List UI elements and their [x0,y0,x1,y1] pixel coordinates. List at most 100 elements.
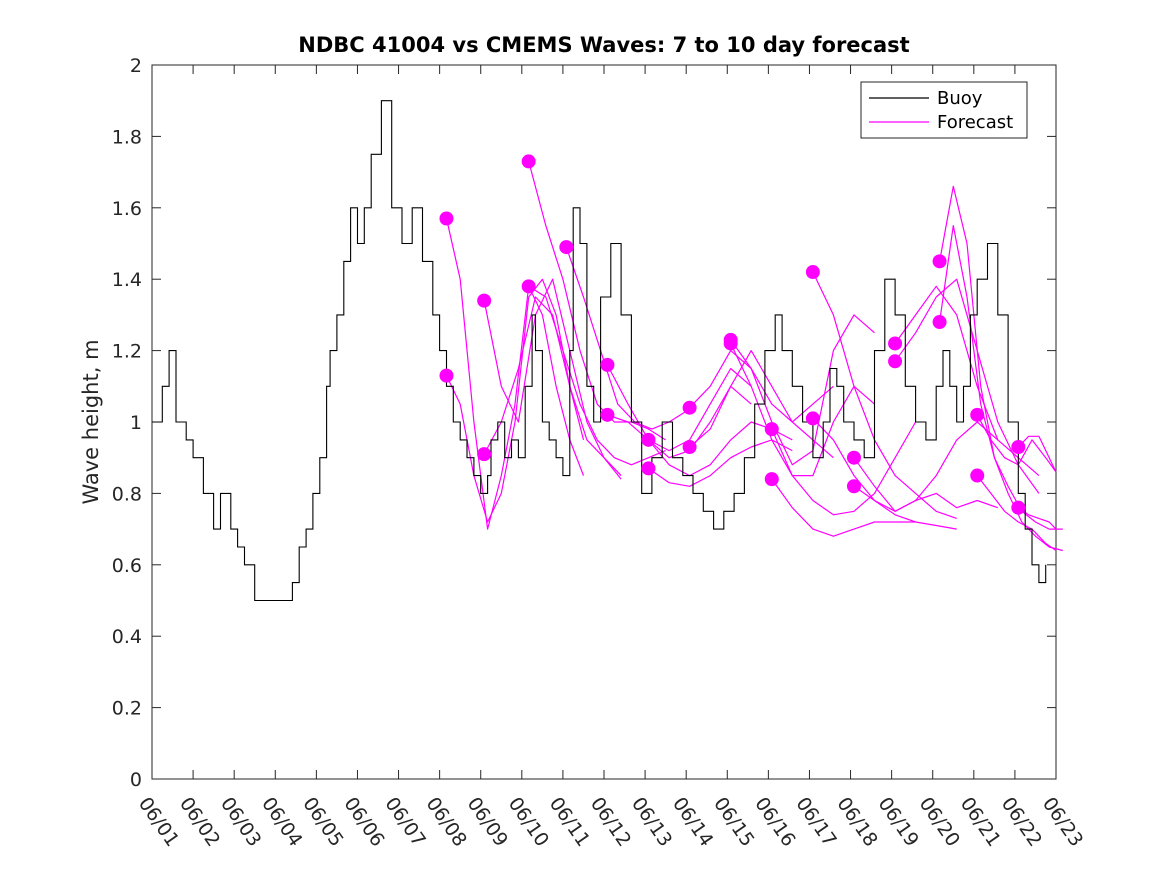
y-tick-label: 0.4 [112,626,142,648]
forecast-marker [559,240,574,255]
y-tick-label: 0 [130,769,142,791]
buoy-line [152,100,1047,602]
forecast-line [565,246,687,430]
x-tick-label: 06/15 [709,793,758,850]
x-tick-label: 06/17 [791,793,840,850]
forecast-line [1017,435,1057,473]
forecast-line [730,343,875,477]
forecast-marker [888,354,903,369]
forecast-marker [439,368,454,383]
y-tick-label: 1.4 [112,269,142,291]
x-tick-label: 06/12 [586,793,635,850]
forecast-line [853,421,999,512]
forecast-marker [970,407,985,422]
x-tick-label: 06/10 [504,793,553,850]
forecast-marker [477,447,492,462]
x-tick-label: 06/21 [956,793,1005,850]
forecast-marker [641,432,656,447]
legend-entry-buoy: Buoy [937,88,983,109]
forecast-marker [846,479,861,494]
y-tick-label: 0.6 [112,555,142,577]
forecast-line [689,350,834,423]
forecast-marker [477,293,492,308]
forecast-line [939,185,1063,552]
x-tick-label: 06/02 [175,793,224,850]
forecast-marker [682,439,697,454]
forecast-line [606,364,752,452]
y-axis: 0 0.2 0.4 0.6 0.8 1 1.2 1.4 1.6 1.8 2 [112,55,1056,791]
forecast-markers [439,154,1026,515]
legend-box [860,81,1028,139]
x-tick-label: 06/05 [298,793,347,850]
y-tick-label: 1.2 [112,341,142,363]
forecast-marker [521,279,536,294]
x-tick-label: 06/19 [874,793,923,850]
x-tick-label: 06/06 [339,793,388,850]
forecast-marker [805,411,820,426]
forecast-line [894,285,1040,477]
forecast-marker [970,468,985,483]
forecast-line [730,314,875,466]
forecast-marker [682,400,697,415]
legend-entry-forecast: Forecast [937,112,1013,133]
forecast-line [483,278,622,477]
x-tick-label: 06/08 [422,793,471,850]
y-axis-label: Wave height, m [79,339,103,504]
forecast-marker [805,265,820,280]
forecast-line [853,485,998,512]
forecast-marker [600,407,615,422]
plot-area: 00.20.40.60.811.21.41.61.82 06/0106/0206… [112,55,1088,851]
chart-title: NDBC 41004 vs CMEMS Waves: 7 to 10 day f… [298,33,909,57]
buoy-series [152,100,1047,602]
x-tick-label: 06/11 [545,793,594,850]
forecast-line [771,421,917,516]
x-tick-label: 06/07 [380,793,429,850]
forecast-line [648,439,793,487]
y-tick-label: 2 [130,55,142,77]
forecast-line [483,296,622,480]
legend: Buoy Forecast [860,81,1028,139]
x-tick-label: 06/18 [832,793,881,850]
forecast-marker [521,154,536,169]
forecast-line [812,271,957,519]
forecast-line [528,285,666,466]
forecast-marker [723,336,738,351]
forecast-marker [764,422,779,437]
x-tick-label: 06/16 [750,793,799,850]
forecast-marker [888,336,903,351]
forecast-marker [600,357,615,372]
x-tick-label: 06/20 [915,793,964,850]
forecast-line [445,278,585,523]
forecast-marker [764,472,779,487]
forecast-marker [932,254,947,269]
x-tick-label: 06/13 [627,793,676,850]
forecast-marker [1011,500,1026,515]
forecast-line [771,478,916,537]
forecast-marker [641,461,656,476]
forecast-line [528,161,666,441]
x-tick-label: 06/22 [997,793,1046,850]
x-tick-label: 06/03 [216,793,265,850]
forecast-line [976,475,1057,551]
forecast-marker [846,450,861,465]
x-tick-label: 06/04 [257,793,306,850]
x-tick-label: 06/23 [1038,793,1087,850]
forecast-marker [1011,439,1026,454]
forecast-line [939,225,1063,530]
forecast-marker [439,211,454,226]
forecast-line [445,218,585,530]
forecast-marker [932,315,947,330]
forecast-line [894,278,1040,494]
y-tick-label: 0.2 [112,698,142,720]
y-tick-label: 1 [130,412,142,434]
x-tick-label: 06/14 [668,793,717,850]
x-tick-label: 06/09 [463,793,512,850]
y-tick-label: 1.6 [112,198,142,220]
forecast-line [812,417,957,530]
y-tick-label: 0.8 [112,483,142,505]
x-tick-label: 06/01 [134,793,183,850]
y-tick-label: 1.8 [112,126,142,148]
forecast-line [689,350,834,459]
x-axis: 06/0106/0206/0306/0406/0506/0606/0706/08… [134,65,1087,851]
